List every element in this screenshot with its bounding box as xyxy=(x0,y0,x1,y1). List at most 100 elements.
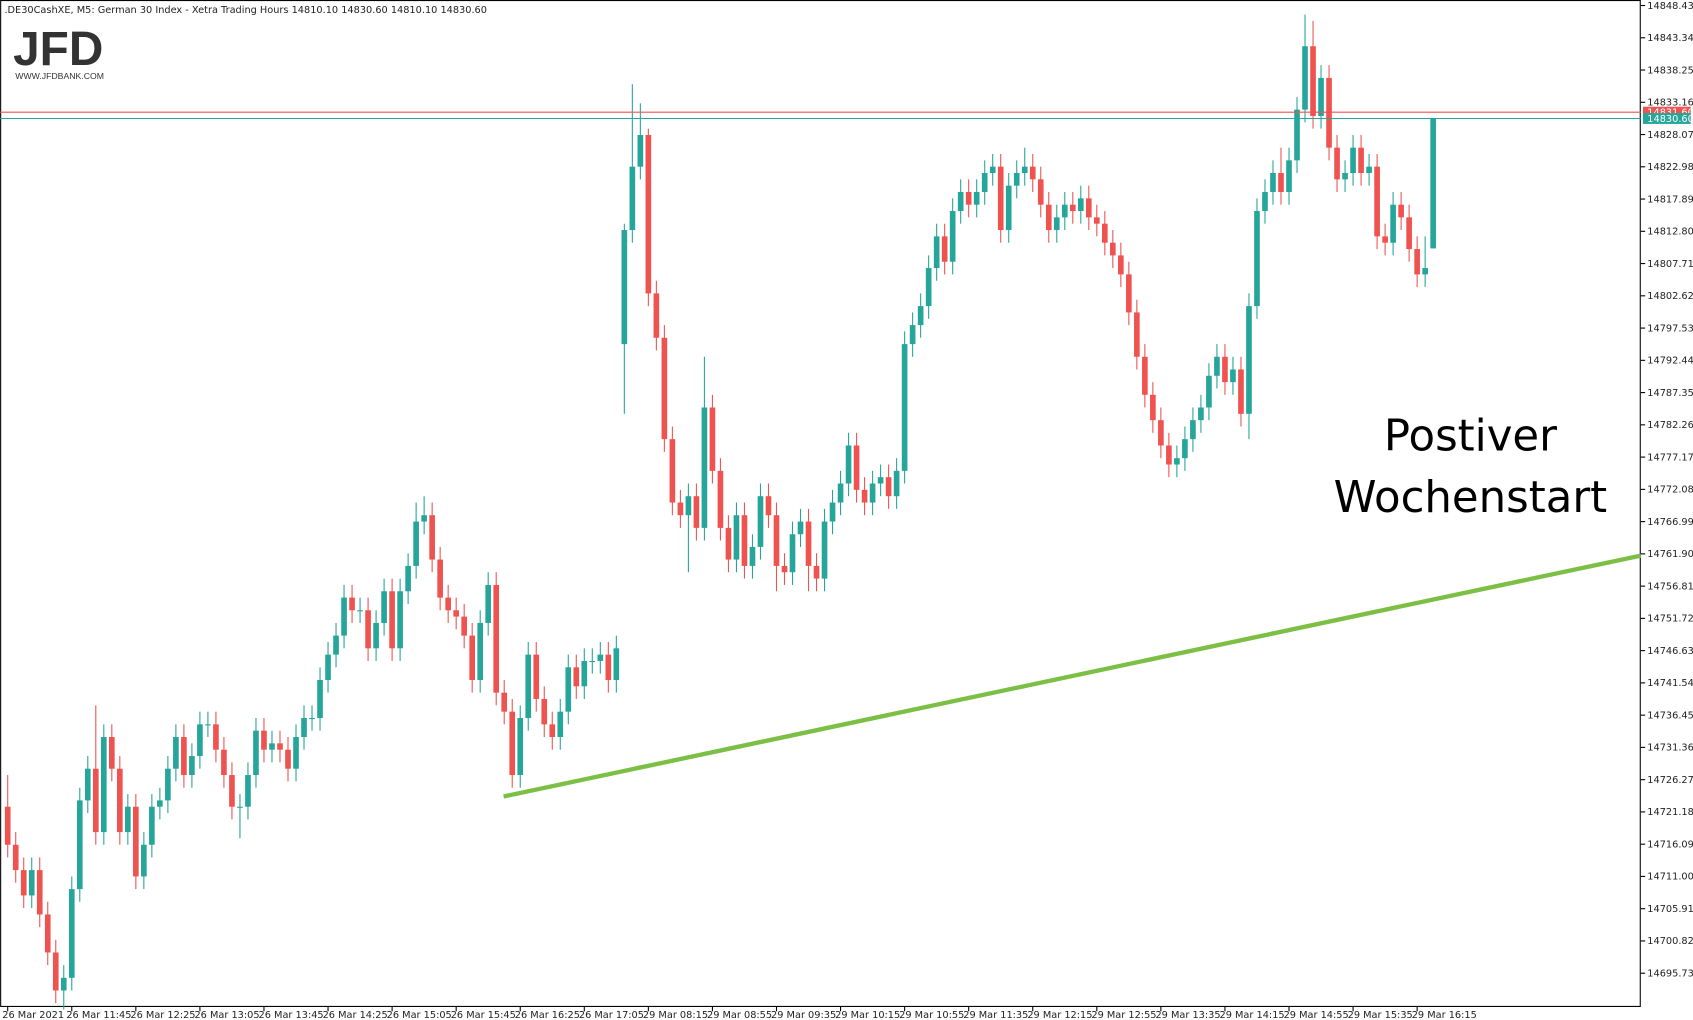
candle-body xyxy=(997,166,1004,231)
candle-body xyxy=(108,737,115,769)
candle-body xyxy=(877,477,884,484)
x-tick-label: 29 Mar 12:55 xyxy=(1091,1010,1156,1020)
x-tick-label: 29 Mar 15:35 xyxy=(1348,1010,1413,1020)
candle-body xyxy=(1037,179,1044,205)
candle-body xyxy=(773,515,780,566)
candle-body xyxy=(509,711,516,776)
candle-body xyxy=(1206,375,1212,408)
candle-body xyxy=(1270,173,1276,193)
logo: JFD WWW.JFDBANK.COM xyxy=(13,23,104,81)
x-tick-label: 26 Mar 17:05 xyxy=(579,1010,644,1020)
candle-body xyxy=(501,692,508,712)
candle-body xyxy=(909,325,916,345)
candle-body xyxy=(165,768,171,801)
chart-header: .DE30CashXE, M5: German 30 Index - Xetra… xyxy=(4,5,487,16)
candle-body xyxy=(1318,77,1324,116)
candle-body xyxy=(1422,268,1428,275)
candle-body xyxy=(173,737,179,769)
candle-body xyxy=(317,679,323,719)
candle-body xyxy=(149,806,155,845)
x-tick-label: 26 Mar 2021 xyxy=(2,1010,64,1020)
candle-body xyxy=(12,844,19,871)
candle-body xyxy=(1286,160,1292,193)
candle-body xyxy=(893,470,900,497)
candle-body xyxy=(205,724,211,726)
candle-body xyxy=(333,635,339,655)
y-tick-label: 14716.09 xyxy=(1647,839,1693,850)
candle-body xyxy=(237,806,243,808)
x-tick-label: 26 Mar 16:25 xyxy=(515,1010,580,1020)
y-tick-label: 14705.91 xyxy=(1647,904,1693,915)
x-tick-label: 29 Mar 09:35 xyxy=(771,1010,836,1020)
candle-body xyxy=(917,306,924,326)
candle-body xyxy=(861,489,868,503)
candle-body xyxy=(517,718,524,776)
candle-body xyxy=(485,584,492,623)
candle-body xyxy=(717,470,724,528)
candle-body xyxy=(125,806,131,833)
candle-body xyxy=(661,337,668,440)
candle-body xyxy=(789,534,796,573)
candle-body xyxy=(693,496,700,528)
candle-body xyxy=(821,521,828,579)
y-tick-label: 14848.43 xyxy=(1647,1,1693,12)
candle-body xyxy=(973,192,980,205)
candle-body xyxy=(493,584,500,693)
y-tick-label: 14817.89 xyxy=(1647,194,1693,205)
candle-body xyxy=(621,230,628,345)
candle-body xyxy=(1342,173,1348,180)
x-tick-label: 29 Mar 14:55 xyxy=(1284,1010,1349,1020)
candle-body xyxy=(541,698,548,725)
candle-body xyxy=(805,521,812,566)
candle-body xyxy=(781,565,788,573)
x-tick-label: 26 Mar 13:45 xyxy=(259,1010,324,1020)
y-tick-label: 14736.45 xyxy=(1647,710,1693,721)
candle-body xyxy=(1085,198,1092,218)
price-label: 14830.60 xyxy=(1647,114,1693,125)
candle-body xyxy=(1238,369,1244,414)
candle-body xyxy=(1334,147,1340,180)
candle-body xyxy=(301,718,307,738)
x-tick-label: 29 Mar 13:35 xyxy=(1155,1010,1220,1020)
y-tick-label: 14711.00 xyxy=(1647,872,1693,883)
candle-body xyxy=(461,616,467,636)
candle-body xyxy=(92,768,99,833)
x-tick-label: 26 Mar 13:05 xyxy=(194,1010,259,1020)
candle-body xyxy=(1230,369,1236,383)
candle-body xyxy=(269,743,275,750)
x-tick-label: 29 Mar 14:15 xyxy=(1220,1010,1285,1020)
y-tick-label: 14751.72 xyxy=(1647,614,1693,625)
candle-body xyxy=(1118,255,1124,275)
candle-body xyxy=(669,439,676,503)
candle-body xyxy=(1093,217,1100,224)
candle-body xyxy=(325,654,331,680)
candle-body xyxy=(1134,312,1140,357)
candle-body xyxy=(245,775,251,807)
candle-body xyxy=(1398,204,1404,218)
candle-body xyxy=(941,236,948,262)
candle-body xyxy=(1390,204,1396,243)
candle-body xyxy=(1246,306,1252,414)
candle-body xyxy=(1150,394,1156,421)
candle-body xyxy=(605,654,612,680)
candle-body xyxy=(20,870,27,896)
candle-body xyxy=(853,445,860,490)
candle-body xyxy=(597,654,604,661)
candle-body xyxy=(285,749,291,769)
candle-body xyxy=(357,610,363,612)
candle-body xyxy=(1358,147,1364,174)
candle-body xyxy=(757,496,764,547)
candle-body xyxy=(813,565,820,579)
y-tick-label: 14822.98 xyxy=(1647,162,1693,173)
candle-body xyxy=(1302,46,1308,110)
candle-body xyxy=(1101,223,1108,243)
candle-body xyxy=(1190,420,1196,440)
candle-body xyxy=(1142,356,1148,395)
y-tick-label: 14731.36 xyxy=(1647,743,1693,754)
candle-body xyxy=(293,737,299,769)
y-tick-label: 14838.25 xyxy=(1647,65,1693,76)
candle-body xyxy=(1174,458,1180,465)
candle-body xyxy=(429,515,435,560)
candle-body xyxy=(845,445,852,484)
price-label: 14831.60 xyxy=(1647,107,1693,118)
